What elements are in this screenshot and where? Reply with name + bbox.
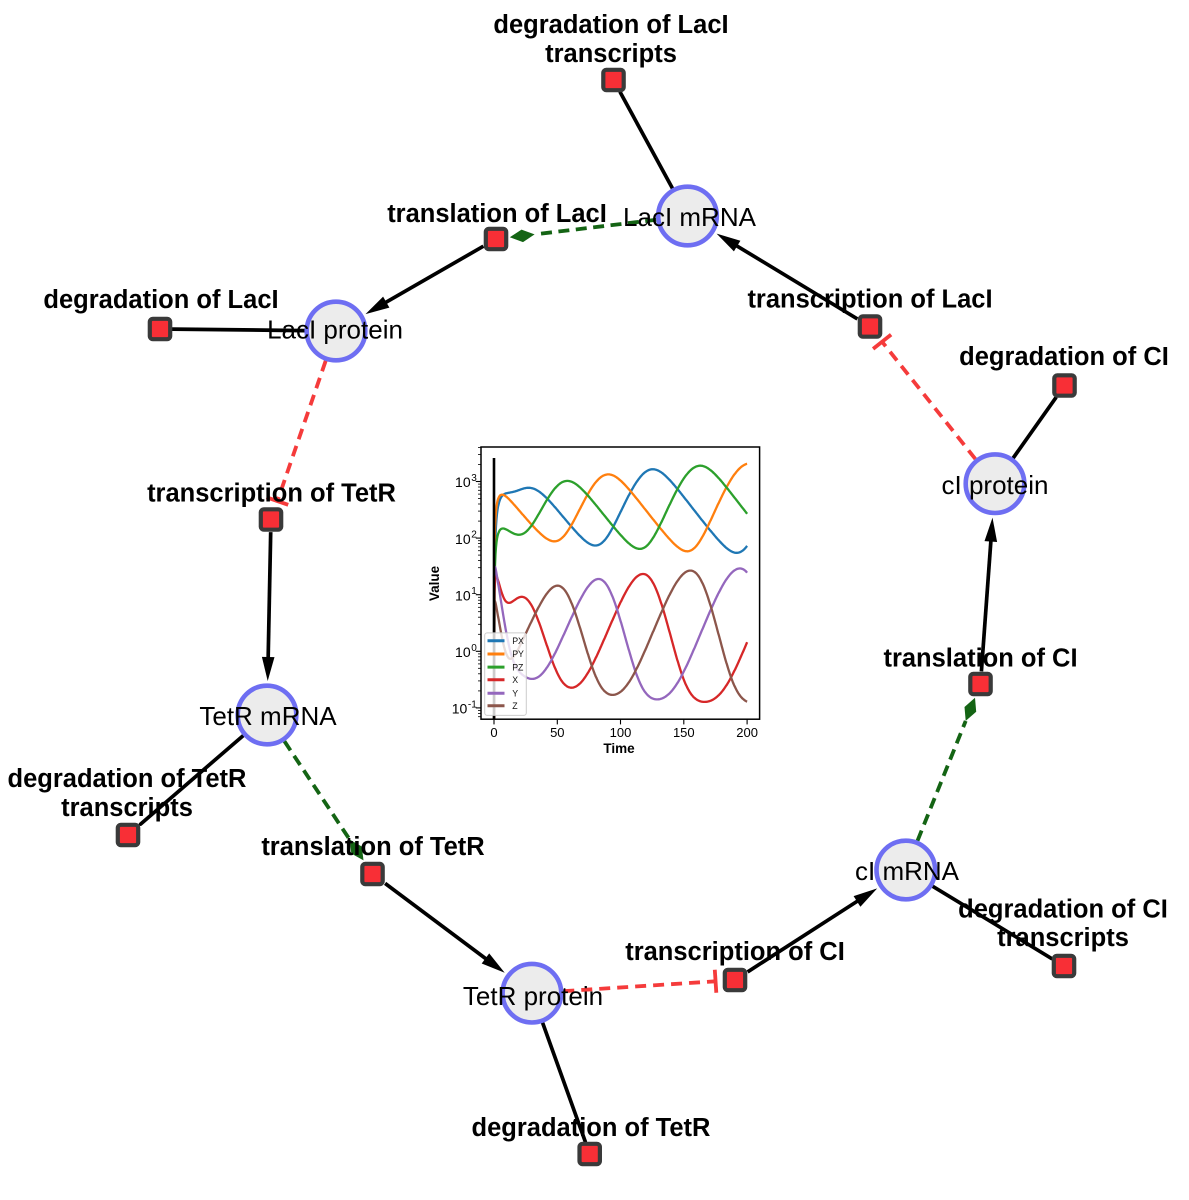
- svg-text:transcription of CI: transcription of CI: [625, 938, 845, 966]
- svg-text:translation of LacI: translation of LacI: [387, 200, 607, 228]
- svg-text:0: 0: [490, 725, 497, 740]
- svg-text:LacI protein: LacI protein: [267, 315, 403, 345]
- svg-text:PY: PY: [512, 649, 524, 659]
- svg-text:translation of CI: translation of CI: [883, 645, 1077, 673]
- svg-text:cI protein: cI protein: [942, 470, 1049, 500]
- svg-text:Value: Value: [427, 565, 442, 601]
- svg-text:X: X: [512, 675, 518, 685]
- svg-text:degradation of CI: degradation of CI: [959, 343, 1169, 371]
- svg-text:transcription of LacI: transcription of LacI: [747, 286, 992, 314]
- svg-text:TetR mRNA: TetR mRNA: [199, 701, 337, 731]
- svg-text:Time: Time: [603, 741, 635, 756]
- svg-text:transcripts: transcripts: [545, 40, 677, 68]
- svg-text:PZ: PZ: [512, 662, 524, 672]
- svg-text:degradation of TetR: degradation of TetR: [472, 1114, 711, 1142]
- svg-text:150: 150: [673, 725, 695, 740]
- svg-text:50: 50: [550, 725, 564, 740]
- svg-text:translation of TetR: translation of TetR: [261, 833, 484, 861]
- svg-text:TetR protein: TetR protein: [463, 981, 603, 1011]
- svg-text:Y: Y: [512, 688, 518, 698]
- svg-text:degradation of LacI: degradation of LacI: [493, 11, 728, 39]
- svg-text:PX: PX: [512, 636, 524, 646]
- svg-text:100: 100: [610, 725, 632, 740]
- svg-text:LacI mRNA: LacI mRNA: [623, 202, 757, 232]
- svg-text:transcripts: transcripts: [997, 924, 1129, 952]
- svg-text:degradation of CI: degradation of CI: [958, 896, 1168, 924]
- svg-text:degradation of TetR: degradation of TetR: [8, 765, 247, 793]
- svg-text:degradation of LacI: degradation of LacI: [43, 286, 278, 314]
- svg-text:Z: Z: [512, 701, 518, 711]
- svg-text:cI mRNA: cI mRNA: [855, 856, 960, 886]
- svg-text:200: 200: [736, 725, 758, 740]
- svg-text:transcripts: transcripts: [61, 794, 193, 822]
- svg-text:transcription of TetR: transcription of TetR: [147, 480, 396, 508]
